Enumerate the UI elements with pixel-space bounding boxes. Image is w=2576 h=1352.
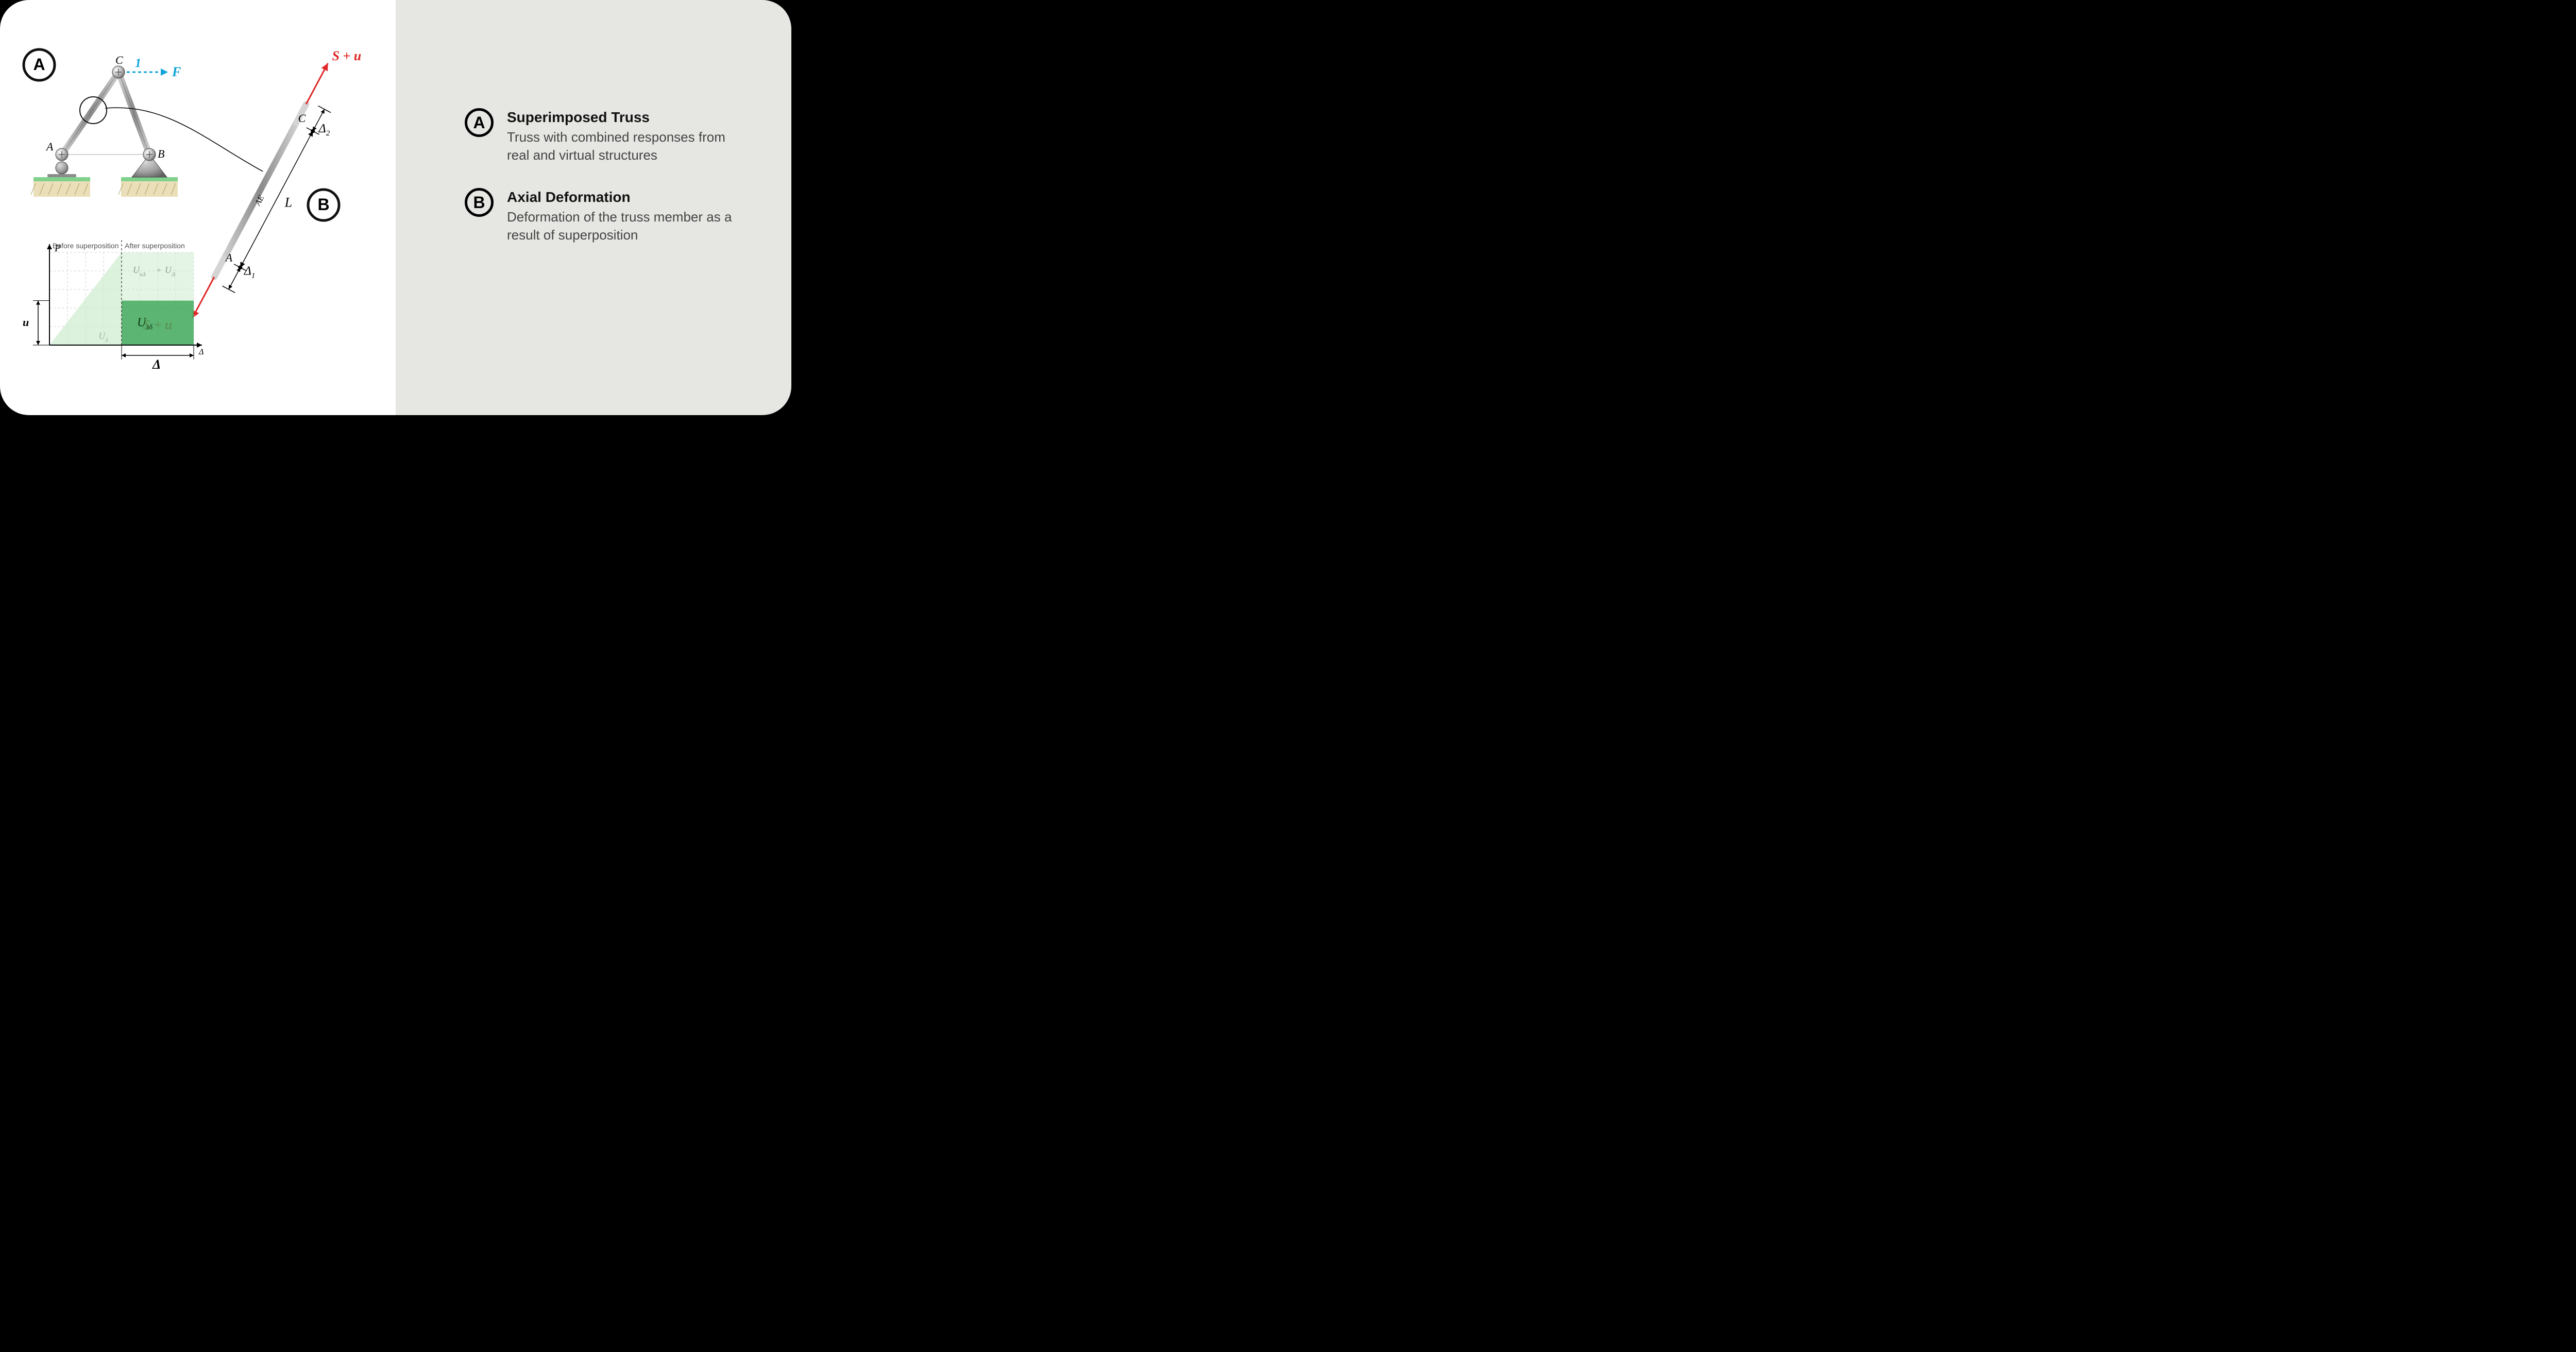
svg-text:A: A	[33, 55, 45, 74]
engineering-diagram-svg: ABC1FAS + uS + uLΔ2Δ1AECABPΔBefore super…	[0, 0, 396, 415]
left-diagram-panel: ABC1FAS + uS + uLΔ2Δ1AECABPΔBefore super…	[0, 0, 396, 415]
svg-text:S + u: S + u	[332, 48, 361, 63]
svg-text:Δ: Δ	[198, 348, 204, 356]
legend-text-b: Axial Deformation Deformation of the tru…	[507, 188, 749, 244]
legend-title-a: Superimposed Truss	[507, 108, 749, 126]
infographic-card: ABC1FAS + uS + uLΔ2Δ1AECABPΔBefore super…	[0, 0, 791, 415]
svg-text:After superposition: After superposition	[125, 242, 185, 250]
badge-a: A	[465, 108, 494, 137]
svg-text:Δ: Δ	[152, 357, 161, 372]
svg-text:+: +	[157, 266, 161, 275]
svg-text:C: C	[298, 112, 306, 125]
legend-title-b: Axial Deformation	[507, 188, 749, 206]
svg-text:B: B	[317, 195, 329, 214]
legend-desc-a: Truss with combined responses from real …	[507, 128, 749, 164]
svg-text:L: L	[284, 195, 292, 210]
svg-text:C: C	[115, 54, 123, 66]
svg-text:u: u	[23, 316, 29, 329]
legend-text-a: Superimposed Truss Truss with combined r…	[507, 108, 749, 164]
legend: A Superimposed Truss Truss with combined…	[465, 108, 749, 268]
svg-text:F: F	[172, 64, 181, 79]
svg-text:Before superposition: Before superposition	[53, 242, 118, 250]
legend-row-a: A Superimposed Truss Truss with combined…	[465, 108, 749, 164]
legend-desc-b: Deformation of the truss member as a res…	[507, 208, 749, 244]
svg-text:B: B	[158, 147, 164, 160]
svg-text:A: A	[45, 140, 54, 153]
svg-text:1: 1	[135, 57, 141, 70]
svg-text:Δ2: Δ2	[318, 122, 330, 138]
svg-text:A: A	[225, 251, 233, 264]
svg-text:Δ1: Δ1	[244, 265, 256, 280]
right-legend-panel: A Superimposed Truss Truss with combined…	[396, 0, 791, 415]
badge-b: B	[465, 188, 494, 217]
legend-row-b: B Axial Deformation Deformation of the t…	[465, 188, 749, 244]
